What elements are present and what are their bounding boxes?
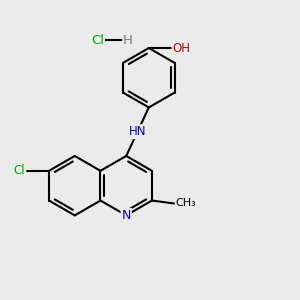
Text: CH₃: CH₃ bbox=[176, 199, 196, 208]
Text: N: N bbox=[122, 209, 131, 222]
Text: HN: HN bbox=[129, 125, 146, 138]
Text: OH: OH bbox=[172, 41, 190, 55]
Text: Cl: Cl bbox=[91, 34, 104, 46]
Text: H: H bbox=[123, 34, 133, 46]
Text: Cl: Cl bbox=[14, 164, 25, 177]
